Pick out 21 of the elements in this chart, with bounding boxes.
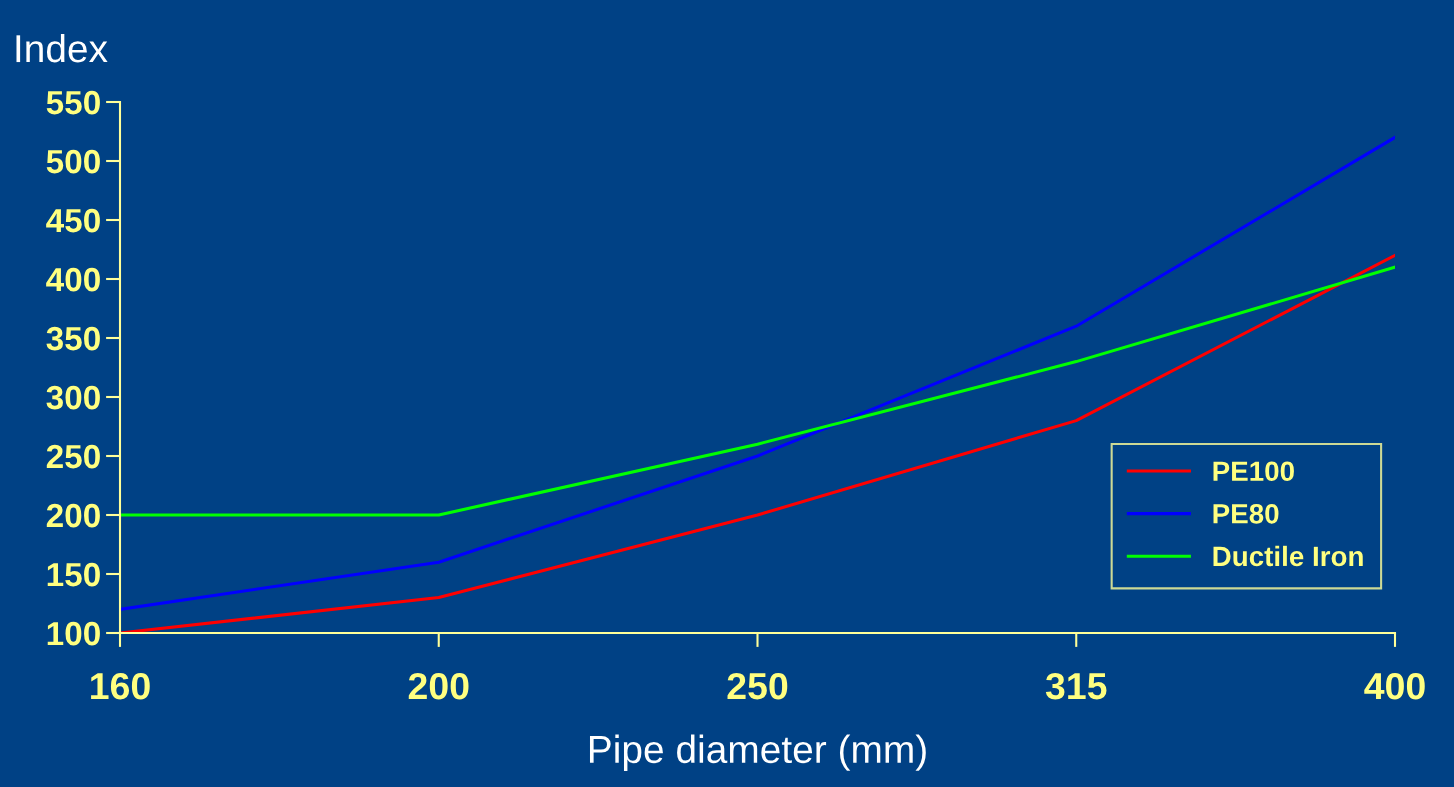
legend-label: PE100 — [1213, 461, 1294, 482]
x-axis-title: Pipe diameter (mm) — [589, 734, 926, 771]
y-tick-label: 150 — [47, 562, 100, 587]
y-tick-label: 300 — [46, 385, 100, 410]
y-tick-label: 450 — [46, 208, 100, 233]
y-tick-label: 250 — [46, 444, 100, 469]
y-tick-label: 200 — [46, 503, 100, 528]
x-tick-label: 200 — [408, 672, 469, 700]
legend-label: Ductile Iron — [1213, 545, 1363, 567]
y-tick-label: 400 — [46, 267, 100, 292]
x-tick-label: 400 — [1364, 672, 1425, 700]
line-series — [120, 135, 1395, 611]
x-tick-label: 160 — [91, 672, 150, 700]
x-tick-label: 315 — [1045, 672, 1107, 700]
y-tick-label: 500 — [46, 149, 100, 174]
x-tick-label: 250 — [727, 672, 788, 700]
y-tick-label: 100 — [47, 621, 100, 646]
y-axis-title: Index — [16, 33, 108, 63]
y-tick-label: 550 — [46, 90, 100, 115]
legend-label: PE80 — [1213, 503, 1279, 524]
y-tick-label: 350 — [46, 326, 100, 351]
